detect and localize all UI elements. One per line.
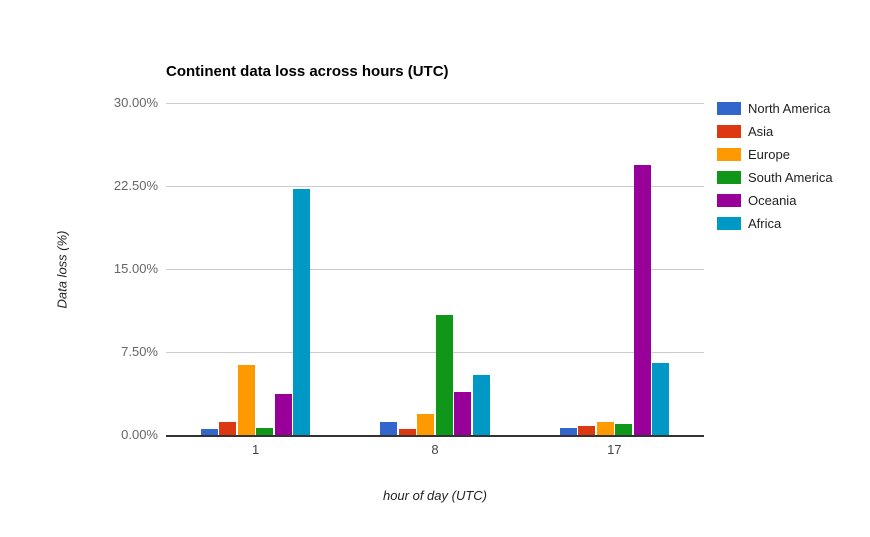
y-tick-label: 22.50%	[113, 178, 158, 193]
legend: North America Asia Europe South America Ocea…	[717, 101, 833, 240]
x-axis-title: hour of day (UTC)	[382, 488, 488, 503]
bar-south-america-hour-17[interactable]	[615, 423, 633, 435]
bar-south-america-hour-8[interactable]	[435, 315, 453, 435]
legend-label: South America	[748, 170, 833, 185]
legend-item-north-america: North America	[717, 101, 833, 116]
legend-label: North America	[748, 101, 831, 116]
gridline	[166, 269, 704, 270]
bar-oceania-hour-17[interactable]	[633, 164, 651, 435]
legend-item-oceania: Oceania	[717, 193, 833, 208]
y-tick-label: 7.50%	[121, 344, 158, 359]
bar-north-america-hour-17[interactable]	[559, 428, 577, 435]
bar-group-hour-17	[525, 103, 704, 435]
y-tick-label: 0.00%	[121, 427, 158, 442]
legend-item-south-america: South America	[717, 170, 833, 185]
legend-swatch-icon	[717, 102, 741, 115]
bar-groups	[166, 103, 704, 435]
bar-africa-hour-1[interactable]	[293, 189, 311, 435]
x-axis-ticks: 1 8 17	[166, 442, 704, 457]
plot-area	[166, 103, 704, 437]
bar-africa-hour-17[interactable]	[652, 363, 670, 435]
legend-swatch-icon	[717, 125, 741, 138]
legend-item-asia: Asia	[717, 124, 833, 139]
legend-item-europe: Europe	[717, 147, 833, 162]
bar-oceania-hour-8[interactable]	[454, 391, 472, 435]
bar-north-america-hour-1[interactable]	[200, 429, 218, 435]
bar-group-hour-8	[345, 103, 524, 435]
x-tick-label: 1	[252, 442, 260, 457]
chart-title: Continent data loss across hours (UTC)	[166, 63, 449, 80]
x-tick-label: 8	[431, 442, 439, 457]
bar-group-hour-1	[166, 103, 345, 435]
legend-swatch-icon	[717, 217, 741, 230]
bar-asia-hour-1[interactable]	[219, 421, 237, 435]
legend-label: Oceania	[748, 193, 797, 208]
legend-swatch-icon	[717, 148, 741, 161]
bar-africa-hour-8[interactable]	[472, 375, 490, 435]
gridline	[166, 103, 704, 104]
legend-label: Africa	[748, 216, 782, 231]
bar-europe-hour-1[interactable]	[237, 365, 255, 435]
legend-swatch-icon	[717, 194, 741, 207]
bar-south-america-hour-1[interactable]	[256, 428, 274, 435]
y-tick-label: 15.00%	[113, 261, 158, 276]
bar-europe-hour-17[interactable]	[596, 421, 614, 435]
bar-asia-hour-17[interactable]	[578, 426, 596, 435]
legend-item-africa: Africa	[717, 216, 833, 231]
y-axis-ticks: 0.00% 7.50% 15.00% 22.50% 30.00%	[0, 0, 158, 537]
bar-europe-hour-8[interactable]	[417, 413, 435, 435]
gridline	[166, 186, 704, 187]
legend-label: Europe	[748, 147, 790, 162]
x-tick-label: 17	[607, 442, 622, 457]
bar-oceania-hour-1[interactable]	[274, 394, 292, 435]
legend-swatch-icon	[717, 171, 741, 184]
legend-label: Asia	[748, 124, 774, 139]
gridline	[166, 352, 704, 353]
bar-north-america-hour-8[interactable]	[380, 421, 398, 435]
bar-asia-hour-8[interactable]	[398, 429, 416, 435]
y-tick-label: 30.00%	[113, 95, 158, 110]
